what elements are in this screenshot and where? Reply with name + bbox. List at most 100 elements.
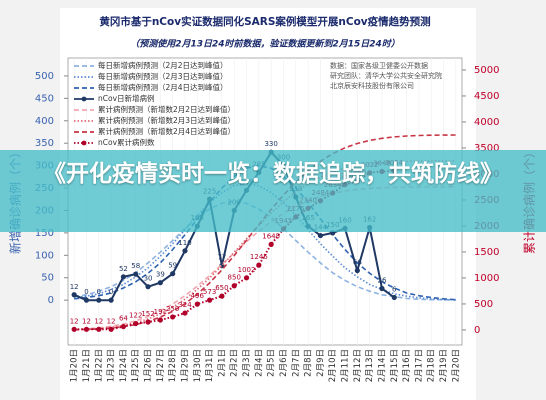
data-label: 152	[141, 310, 154, 318]
y2-tick-label: 3500	[474, 143, 499, 154]
data-label: 52	[119, 265, 128, 273]
data-point	[145, 319, 151, 325]
y-tick-label: 50	[41, 273, 54, 284]
y-tick-label: 450	[35, 93, 54, 104]
series-line	[74, 170, 395, 331]
data-label: 12	[94, 317, 103, 325]
data-point	[170, 271, 176, 277]
x-tick-label: 2月16日	[402, 349, 412, 382]
x-tick-label: 2月11日	[341, 349, 351, 382]
data-point	[182, 248, 188, 254]
data-point	[108, 326, 114, 332]
y-tick-label: 100	[35, 250, 54, 261]
data-point	[96, 326, 102, 332]
data-point	[71, 292, 77, 298]
legend-label: nCov日新增病例	[98, 93, 155, 103]
x-tick-label: 1月30日	[193, 349, 203, 382]
data-label: 66	[353, 259, 362, 267]
data-label: 39	[156, 271, 165, 279]
chart-title: 黄冈市基于nCov实证数据同化SARS案例模型开展nCov疫情趋势预测	[99, 15, 430, 28]
data-label: 59	[168, 262, 177, 270]
legend-label: 每日新增病例预测（2月2日达到峰值）	[98, 60, 228, 70]
data-label: 64	[119, 315, 128, 323]
x-tick-label: 2月12日	[353, 349, 363, 382]
y2-tick-label: 1500	[474, 247, 499, 258]
data-label: 330	[264, 140, 277, 148]
data-label: 191	[154, 308, 167, 316]
x-tick-label: 2月15日	[390, 349, 400, 382]
data-point	[317, 232, 324, 239]
data-label: 58	[131, 262, 140, 270]
data-label: 0	[84, 288, 88, 296]
data-label: 0	[109, 288, 113, 296]
x-tick-label: 1月28日	[168, 349, 178, 382]
data-label: 77	[217, 254, 226, 262]
x-tick-label: 1月20日	[70, 349, 80, 382]
x-tick-label: 2月8日	[304, 349, 314, 377]
x-tick-label: 2月13日	[365, 349, 375, 382]
banner	[0, 150, 546, 232]
data-point	[108, 297, 114, 303]
data-point	[170, 314, 176, 320]
y2-tick-label: 5000	[474, 65, 499, 76]
x-tick-label: 1月26日	[144, 349, 154, 382]
data-point	[83, 326, 90, 332]
y-tick-label: 500	[35, 71, 54, 82]
data-label: 496	[191, 292, 205, 300]
data-point	[83, 297, 90, 303]
data-point	[96, 297, 102, 303]
x-tick-label: 1月23日	[107, 349, 117, 382]
data-label: 650	[215, 284, 228, 292]
data-label: 122	[129, 312, 142, 320]
data-point	[379, 285, 385, 292]
data-label: 1002	[238, 266, 256, 274]
x-tick-label: 2月1日	[217, 349, 227, 377]
x-tick-label: 2月18日	[427, 349, 437, 382]
legend-label: nCov累计病例数	[98, 137, 155, 147]
x-tick-label: 2月20日	[451, 349, 461, 382]
x-tick-label: 2月7日	[291, 349, 301, 377]
data-label: 1645	[262, 232, 280, 240]
data-point	[182, 310, 188, 316]
x-tick-label: 2月3日	[242, 349, 252, 377]
data-label: 30	[144, 275, 153, 283]
legend-marker	[81, 96, 87, 102]
x-tick-label: 2月10日	[328, 349, 338, 382]
x-tick-label: 1月24日	[119, 349, 129, 382]
data-label: 12	[107, 317, 116, 325]
x-tick-label: 2月4日	[254, 349, 264, 377]
x-tick-label: 1月29日	[180, 349, 190, 382]
series-line	[74, 182, 456, 301]
x-tick-label: 2月6日	[279, 349, 289, 377]
y-tick-label: 0	[48, 295, 54, 306]
legend-label: 每日新增病例预测（2月4日达到峰值）	[98, 82, 228, 92]
source-note: 研究团队：清华大学公共安全研究院	[330, 71, 442, 80]
data-point	[157, 280, 163, 286]
data-point	[268, 241, 274, 247]
data-label: 12	[70, 317, 79, 325]
source-note: 北京辰安科技股份有限公司	[330, 81, 414, 90]
data-label: 0	[97, 288, 101, 296]
data-point	[133, 320, 139, 327]
data-label: 12	[82, 317, 91, 325]
data-point	[354, 267, 360, 274]
x-tick-label: 1月22日	[94, 349, 104, 382]
data-point	[194, 301, 200, 307]
x-tick-label: 2月2日	[230, 349, 240, 377]
data-point	[391, 294, 397, 301]
legend-label: 每日新增病例预测（2月3日达到峰值）	[98, 71, 228, 81]
data-point	[120, 323, 127, 330]
data-point	[206, 297, 213, 303]
x-tick-label: 2月17日	[414, 349, 424, 382]
data-point	[231, 283, 237, 289]
data-point	[243, 275, 250, 281]
data-point	[256, 262, 262, 268]
y-tick-label: 150	[35, 228, 54, 239]
banner-title: 《开化疫情实时一览：数据追踪，共筑防线》	[43, 161, 503, 187]
x-tick-label: 1月27日	[156, 349, 166, 382]
data-point	[120, 274, 127, 280]
data-label: 110	[178, 239, 191, 247]
data-label: 6	[392, 285, 397, 293]
data-point	[145, 284, 151, 290]
